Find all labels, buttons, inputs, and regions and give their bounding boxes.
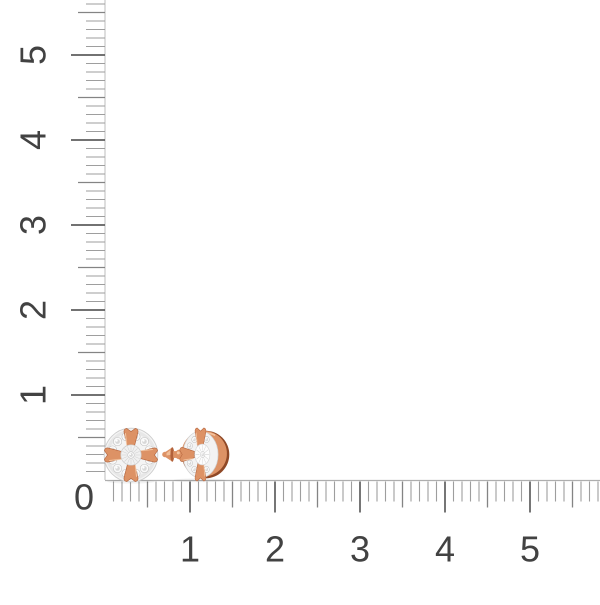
small-diamond <box>139 437 149 447</box>
gold-claw <box>123 428 139 448</box>
flute-line <box>134 456 140 459</box>
flute-line <box>204 456 209 460</box>
flute-line <box>203 446 206 452</box>
diamond-sparkle <box>115 466 118 469</box>
flute-line <box>122 456 128 459</box>
diamond-sparkle <box>193 467 195 470</box>
flute-line <box>132 458 135 464</box>
ruler-unit-label: 4 <box>13 130 54 150</box>
ruler-unit-label: 1 <box>13 385 54 405</box>
diamond-sparkle <box>188 461 190 464</box>
diamond-sparkle <box>201 453 203 455</box>
post-cone-highlight <box>166 449 171 456</box>
post-bead-highlight <box>176 451 180 455</box>
flute-line <box>134 451 140 454</box>
diamond-sparkle <box>115 439 118 442</box>
gold-claw <box>194 461 207 482</box>
ruler-unit-label: 4 <box>435 529 455 570</box>
gold-prongs <box>179 427 207 482</box>
horizontal-ruler: 0 1 2 3 4 5 <box>74 477 600 570</box>
flute-line <box>133 448 138 453</box>
gold-claw <box>138 447 158 463</box>
tilted-face <box>179 427 219 482</box>
small-diamond <box>113 437 123 447</box>
small-diamond <box>186 442 193 450</box>
small-diamond <box>127 451 135 459</box>
flute-line <box>204 449 209 453</box>
flute-line <box>198 446 202 452</box>
small-diamond <box>200 451 206 458</box>
right-earring-side-view <box>162 427 230 483</box>
gold-claw-highlight <box>124 432 128 446</box>
diamond-sparkle <box>188 444 190 446</box>
small-diamond <box>113 463 123 473</box>
ruler-unit-label: 2 <box>13 300 54 320</box>
small-diamond <box>186 459 193 467</box>
flute-line <box>133 457 138 462</box>
flute-line <box>203 457 206 463</box>
diamond-sparkle <box>142 439 145 442</box>
gold-claw-highlight <box>195 432 198 446</box>
flute-line <box>196 456 200 460</box>
flute-line <box>198 457 202 463</box>
gold-claw-shape <box>179 447 195 462</box>
flute-line <box>127 458 130 464</box>
vertical-ruler: 1 2 3 4 5 <box>13 0 106 480</box>
gold-claw-highlight <box>108 458 122 462</box>
ruler-unit-label: 3 <box>13 215 54 235</box>
flute-line <box>127 446 130 452</box>
gold-claw-highlight <box>183 458 194 461</box>
gold-claw-highlight <box>203 463 206 477</box>
flute-line <box>122 451 128 454</box>
flute-line <box>124 457 129 462</box>
ruler-unit-label: 5 <box>13 45 54 65</box>
illusion-plate-flutes <box>121 445 141 465</box>
illusion-plate-flutes <box>195 445 210 464</box>
illusion-plate-side <box>194 443 211 466</box>
gold-claw <box>179 447 195 462</box>
diamond-sparkle <box>205 438 207 440</box>
center-diamond <box>127 451 135 459</box>
gold-claw <box>104 447 124 463</box>
ruler-unit-label: 1 <box>180 529 200 570</box>
post-flange <box>170 447 175 462</box>
small-diamond <box>191 436 198 443</box>
earring-shadow <box>173 478 226 483</box>
ruler-unit-label: 2 <box>265 529 285 570</box>
small-diamond <box>139 463 149 473</box>
center-diamond <box>200 451 206 458</box>
flute-line <box>124 448 129 453</box>
flute-line <box>132 446 135 452</box>
diamond-sparkle <box>205 467 207 470</box>
gold-claw-highlight <box>140 448 154 452</box>
gold-claw-highlight <box>134 464 138 478</box>
ruler-unit-label: 3 <box>350 529 370 570</box>
gold-prongs <box>104 428 158 482</box>
diamond-sparkle <box>142 466 145 469</box>
left-earring-front-view <box>103 427 159 484</box>
ruler-unit-label: 0 <box>74 477 94 518</box>
diamond-sparkle <box>193 438 195 440</box>
ruler-unit-label: 5 <box>520 529 540 570</box>
gold-claw <box>194 427 207 448</box>
diamond-sparkle <box>129 453 132 456</box>
flute-line <box>196 449 200 453</box>
